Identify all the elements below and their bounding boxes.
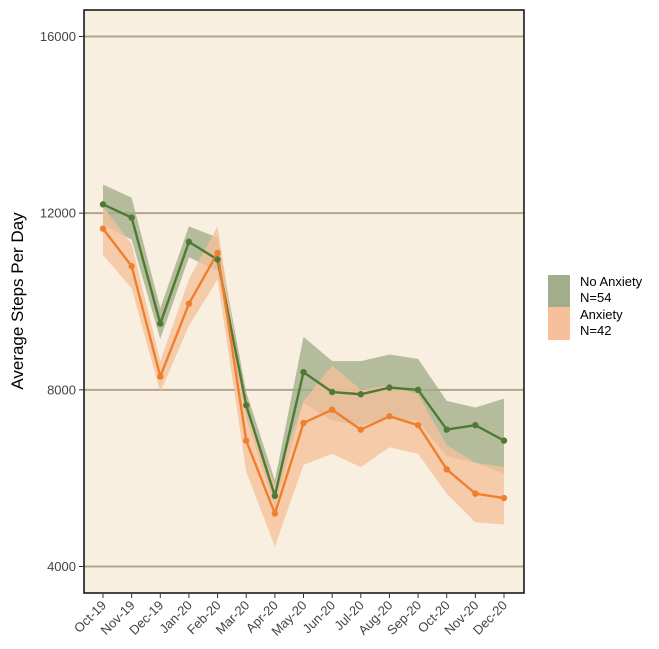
point-anxiety-oct-20 xyxy=(443,466,450,473)
point-no-anxiety-nov-20 xyxy=(472,421,479,429)
point-anxiety-dec-19 xyxy=(157,373,164,380)
point-no-anxiety-jun-20 xyxy=(328,388,336,396)
point-no-anxiety-sep-20 xyxy=(414,386,422,394)
x-axis-ticks: Oct-19Nov-19Dec-19Jan-20Feb-20Mar-20Apr-… xyxy=(71,593,510,639)
y-tick-label-8000: 8000 xyxy=(47,382,76,397)
point-no-anxiety-aug-20 xyxy=(386,384,393,391)
point-anxiety-apr-20 xyxy=(271,510,279,517)
band-no-anxiety xyxy=(103,184,504,507)
legend-n-anxiety: N=42 xyxy=(580,323,611,338)
point-no-anxiety-oct-20 xyxy=(443,426,450,433)
series-points xyxy=(99,201,508,517)
point-no-anxiety-jul-20 xyxy=(357,391,364,398)
y-axis-ticks: 4000 8000 12000 16000 xyxy=(40,29,84,574)
legend-swatch-no-anxiety xyxy=(548,275,570,308)
point-anxiety-nov-20 xyxy=(472,490,479,497)
point-anxiety-feb-20 xyxy=(214,249,221,257)
point-anxiety-sep-20 xyxy=(414,421,422,429)
legend-label-anxiety: Anxiety xyxy=(580,307,623,322)
point-anxiety-oct-19 xyxy=(99,225,107,232)
point-no-anxiety-may-20 xyxy=(300,368,307,376)
y-tick-label-4000: 4000 xyxy=(47,559,76,574)
point-anxiety-jun-20 xyxy=(328,406,336,413)
point-no-anxiety-mar-20 xyxy=(243,402,250,409)
y-tick-label-12000: 12000 xyxy=(40,206,76,221)
point-no-anxiety-nov-19 xyxy=(128,214,135,221)
legend-label-no-anxiety: No Anxiety xyxy=(580,274,643,289)
point-no-anxiety-dec-20 xyxy=(500,437,508,444)
confidence-bands xyxy=(103,184,504,547)
point-anxiety-jul-20 xyxy=(357,426,364,433)
point-anxiety-aug-20 xyxy=(386,413,393,420)
point-no-anxiety-oct-19 xyxy=(99,201,107,208)
legend-swatch-anxiety xyxy=(548,307,570,340)
point-anxiety-dec-20 xyxy=(500,494,508,502)
point-no-anxiety-dec-19 xyxy=(157,320,164,327)
band-anxiety xyxy=(103,206,504,547)
point-anxiety-mar-20 xyxy=(243,437,250,444)
point-anxiety-jan-20 xyxy=(185,300,193,307)
point-no-anxiety-apr-20 xyxy=(271,492,279,500)
point-no-anxiety-feb-20 xyxy=(214,256,221,263)
y-axis-label: Average Steps Per Day xyxy=(8,212,27,390)
point-anxiety-may-20 xyxy=(300,419,307,427)
x-tick-label-jun-20: Jun-20 xyxy=(300,598,339,637)
y-tick-label-16000: 16000 xyxy=(40,29,76,44)
legend: No Anxiety N=54 Anxiety N=42 xyxy=(548,274,643,340)
legend-n-no-anxiety: N=54 xyxy=(580,290,611,305)
point-anxiety-nov-19 xyxy=(128,262,135,270)
point-no-anxiety-jan-20 xyxy=(185,238,193,246)
